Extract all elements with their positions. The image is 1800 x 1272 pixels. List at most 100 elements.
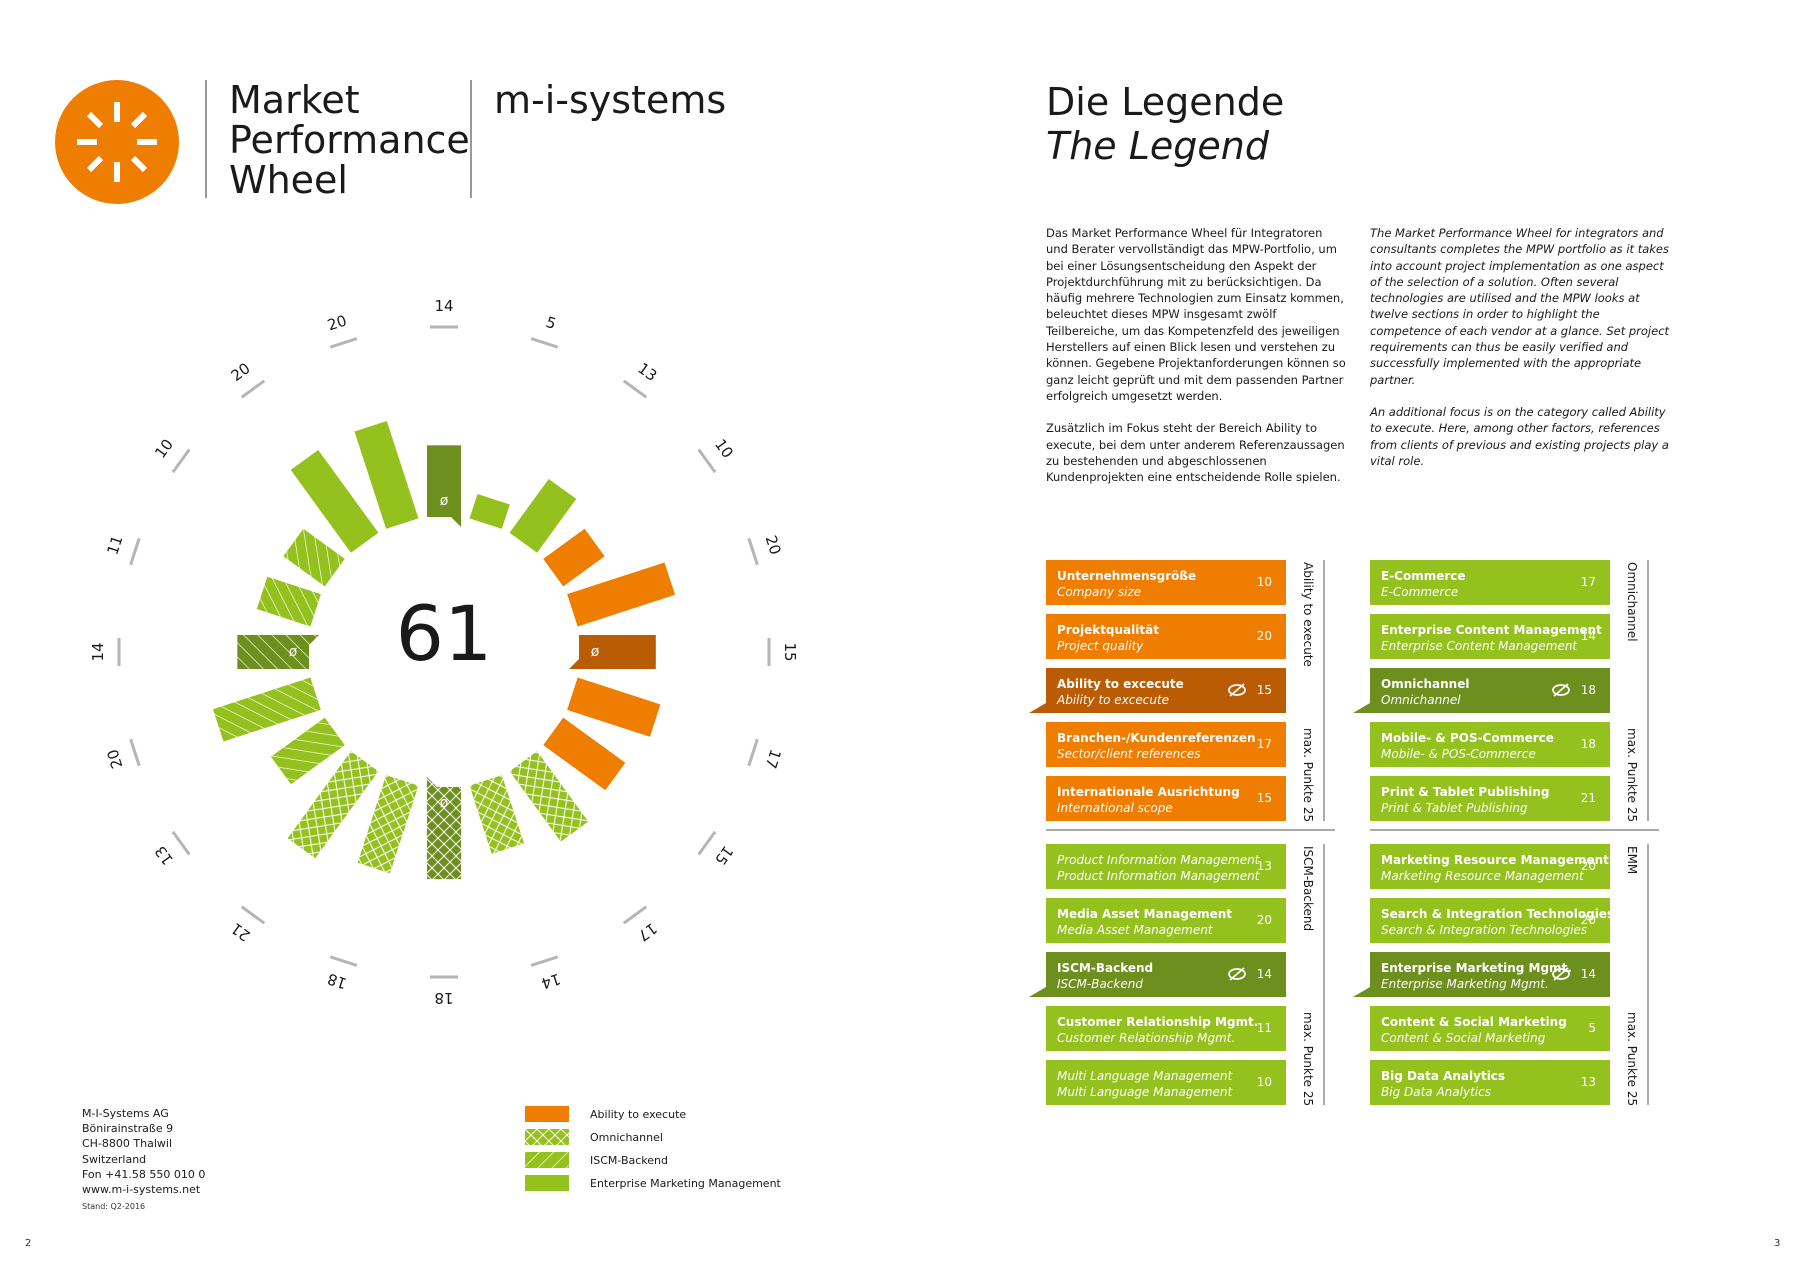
legend-table-row: Internationale Ausrichtung International … [1046, 776, 1286, 821]
legend-table-row: Content & Social Marketing Content & Soci… [1370, 1006, 1610, 1051]
tick: 10 [151, 436, 191, 474]
row-label-en: Marketing Resource Management [1381, 869, 1584, 883]
wheel-bar [469, 494, 510, 529]
wheel-bar-average [427, 787, 461, 880]
average-notch [1029, 987, 1046, 997]
paragraph: Zusätzlich im Fokus steht der Bereich Ab… [1046, 421, 1345, 485]
group-separator [1046, 829, 1335, 831]
row-value: 10 [1256, 1075, 1272, 1089]
tick-rule [171, 448, 191, 474]
average-marker [1228, 966, 1246, 985]
brand-title: Market Performance Wheel [229, 80, 470, 200]
legend-heading: Die Legende The Legend [1046, 80, 1284, 168]
group-label: Omnichannel [1625, 562, 1639, 642]
row-label-en: Big Data Analytics [1381, 1085, 1491, 1099]
wheel-bar: ø [427, 777, 461, 880]
address-line: Fon +41.58 550 010 0 [82, 1167, 206, 1181]
address-line: CH-8800 Thalwil [82, 1137, 173, 1151]
center-score: 61 [396, 589, 493, 678]
wheel-bar-value [290, 449, 379, 553]
average-notch [1353, 703, 1370, 713]
legend-table-row: Product Information Management Product In… [1046, 844, 1286, 889]
row-label-en: Product Information Management [1057, 869, 1260, 883]
group-separator [1370, 829, 1659, 831]
tick: 14 [430, 297, 458, 329]
wheel-bar-average [237, 635, 310, 669]
group-rule [1323, 560, 1325, 821]
wheel-bar [543, 717, 626, 791]
legend-label: Enterprise Marketing Management [590, 1176, 781, 1190]
wheel-bar [287, 751, 379, 859]
legend-table-row: Enterprise Content Management Enterprise … [1370, 614, 1610, 659]
group-rule [1323, 844, 1325, 1105]
legend-heading-de: Die Legende [1046, 80, 1285, 124]
row-label-de: Unternehmensgröße [1057, 569, 1197, 583]
legend-table-row: Mobile- & POS-Commerce Mobile- & POS-Comm… [1370, 722, 1610, 767]
row-value: 5 [1588, 1021, 1596, 1035]
row-label-de: Projektqualität [1057, 623, 1159, 637]
wheel-bar [509, 751, 589, 842]
row-label-de: Big Data Analytics [1381, 1069, 1506, 1083]
legend-heading-en: The Legend [1046, 124, 1270, 168]
wheel-bar-value [543, 717, 626, 791]
address-line: Switzerland [82, 1152, 147, 1166]
group-rule [1647, 560, 1649, 821]
row-label-en: Search & Integration Technologies [1381, 923, 1588, 937]
legend-table-row: Branchen-/Kundenreferenzen Sector/client … [1046, 722, 1286, 767]
wheel-bar-value [256, 576, 321, 627]
legend-swatch [525, 1152, 569, 1168]
row-value: 14 [1580, 629, 1596, 643]
tick-label: 15 [711, 842, 737, 868]
average-symbol: ø [289, 644, 298, 660]
tick: 20 [747, 533, 785, 566]
tick: 5 [530, 313, 559, 349]
row-value: 20 [1580, 913, 1596, 927]
description-en: The Market Performance Wheel for integra… [1370, 225, 1670, 485]
address-line: Bönirainstraße 9 [82, 1122, 174, 1136]
wheel-bar [567, 562, 676, 627]
wheel-bar [256, 576, 321, 627]
wheel-bar [283, 528, 345, 587]
row-label-de: Internationale Ausrichtung [1057, 785, 1240, 799]
average-symbol: ø [440, 795, 449, 811]
tick-rule [697, 830, 717, 856]
tick-rule [530, 337, 559, 349]
wheel-bar [290, 449, 379, 553]
row-label-de: Mobile- & POS-Commerce [1381, 731, 1554, 745]
row-label-en: Multi Language Management [1057, 1085, 1233, 1099]
tick: 15 [767, 638, 799, 666]
stand-date: Stand: Q2-2016 [82, 1202, 146, 1211]
legend-label: Omnichannel [590, 1130, 663, 1144]
row-label-de: Product Information Management [1057, 853, 1260, 867]
group-max-label: max. Punkte 25 [1625, 1012, 1639, 1107]
average-notch [1029, 703, 1046, 713]
brand-title-line-1: Market [229, 78, 360, 122]
row-value: 11 [1256, 1021, 1272, 1035]
row-label-en: E-Commerce [1381, 585, 1459, 599]
tick: 17 [622, 905, 660, 945]
tick: 13 [151, 830, 191, 868]
row-value: 13 [1256, 859, 1272, 873]
wheel-bar [354, 420, 419, 529]
tick-rule [129, 738, 141, 767]
row-label-en: Project quality [1057, 639, 1144, 653]
description-de: Das Market Performance Wheel für Integra… [1046, 225, 1346, 501]
row-label-en: Print & Tablet Publishing [1381, 801, 1528, 815]
row-label-de: Multi Language Management [1057, 1069, 1233, 1083]
wheel-bar-value [357, 775, 419, 874]
legend-table-row: Media Asset Management Media Asset Manage… [1046, 898, 1286, 943]
row-label-en: Sector/client references [1057, 747, 1201, 761]
brand-title-line-3: Wheel [229, 158, 348, 202]
tick-label: 17 [762, 747, 785, 771]
wheel-bar [543, 528, 605, 587]
tick-label: 14 [89, 642, 107, 661]
tick-rule [329, 337, 358, 349]
paragraph: Das Market Performance Wheel für Integra… [1046, 226, 1346, 403]
row-label-de: ISCM-Backend [1057, 961, 1154, 975]
wheel-bar-value [469, 494, 510, 529]
group-label: Ability to execute [1301, 562, 1315, 667]
wheel-bar-value [469, 775, 525, 854]
wheel-bar [212, 677, 321, 742]
group-max-label: max. Punkte 25 [1301, 1012, 1315, 1107]
average-marker [1552, 682, 1570, 701]
